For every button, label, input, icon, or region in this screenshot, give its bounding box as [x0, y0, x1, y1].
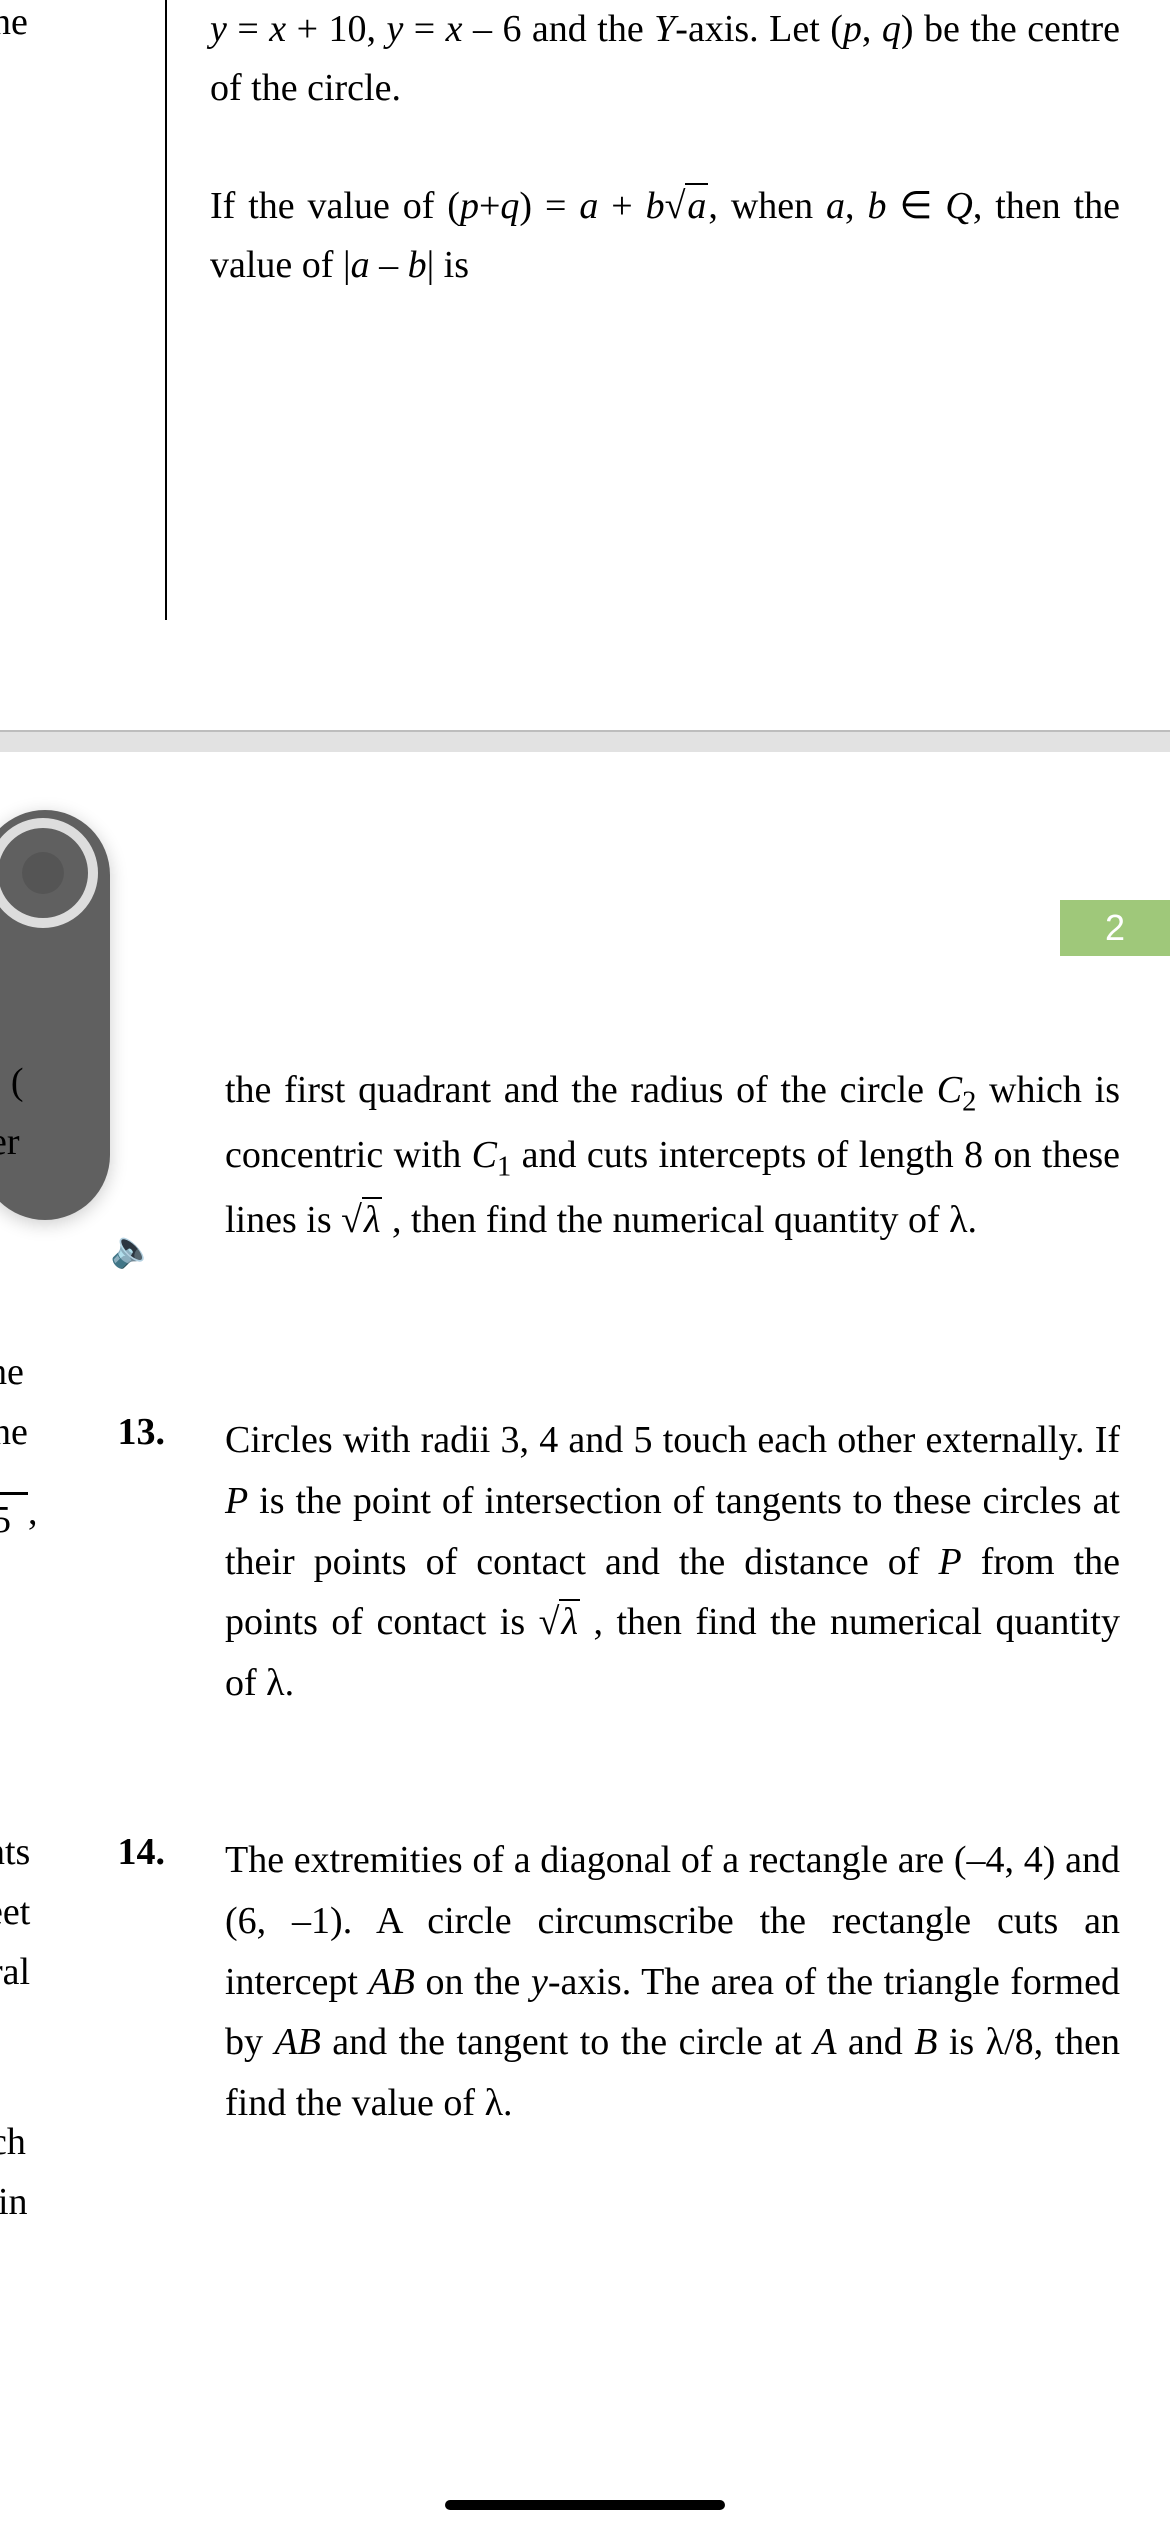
- margin-fragment: ch: [0, 2120, 26, 2164]
- fraction-bar: [0, 1492, 28, 1495]
- margin-fragment: nts: [0, 1830, 30, 1874]
- margin-fragment: = (: [0, 1060, 24, 1104]
- margin-fragment: ral: [0, 1950, 30, 1994]
- top-problem-text: y = x + 10, y = x – 6 and the Y-axis. Le…: [210, 0, 1120, 294]
- margin-fragment: ne: [0, 0, 28, 44]
- margin-fragment: in: [0, 2180, 28, 2224]
- q13-text: Circles with radii 3, 4 and 5 touch each…: [225, 1410, 1120, 1714]
- margin-fragment: eet: [0, 1890, 30, 1934]
- margin-fragment: ,: [28, 1490, 38, 1534]
- home-indicator[interactable]: [445, 2500, 725, 2510]
- margin-fragment: er: [0, 1120, 20, 1164]
- speaker-icon[interactable]: 🔈: [110, 1228, 155, 1270]
- vertical-rule: [165, 0, 167, 620]
- question-number-13: 13.: [115, 1410, 165, 1454]
- section-divider: [0, 730, 1170, 752]
- q12-text: the first quadrant and the radius of the…: [225, 1060, 1120, 1251]
- q14-text: The extremities of a diagonal of a recta…: [225, 1830, 1120, 2134]
- margin-fragment: 5: [0, 1498, 11, 1542]
- margin-fragment: ne: [0, 1410, 28, 1454]
- margin-fragment: he: [0, 1350, 24, 1394]
- page-number-badge: 2: [1060, 900, 1170, 956]
- question-number-14: 14.: [115, 1830, 165, 1874]
